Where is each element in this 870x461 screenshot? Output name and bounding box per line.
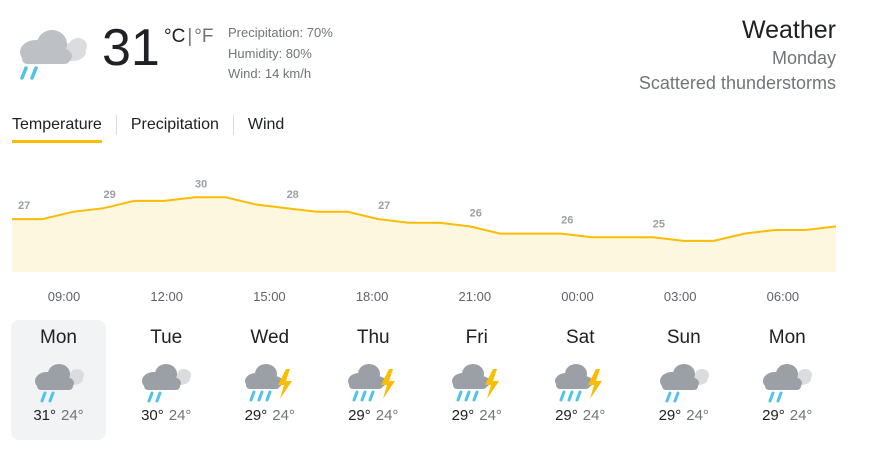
high-temp: 29°	[348, 407, 371, 424]
time-tick-label: 18:00	[356, 289, 389, 304]
temperature-chart: 27 29 30 28 27 26 26 25 09:00 12:00 15:00 18:00 21:0…	[12, 178, 837, 304]
low-temp: 24°	[168, 407, 192, 424]
temperature-label: 28	[287, 189, 299, 201]
thunderstorm-icon	[244, 364, 292, 402]
tab-divider	[115, 115, 117, 135]
day-temperatures: 29° 24°	[425, 407, 529, 424]
day-temperatures: 29° 24°	[322, 407, 426, 424]
rain-cloud-icon	[763, 364, 813, 403]
high-temp: 29°	[451, 407, 475, 424]
day-name: Thu	[356, 327, 390, 348]
humidity-text: Humidity: 80%	[228, 45, 312, 61]
low-temp: 24°	[686, 407, 709, 424]
precipitation-text: Precipitation: 70%	[228, 25, 333, 40]
low-temp: 24°	[789, 407, 813, 424]
day-name: Tue	[150, 327, 183, 348]
tab-temperature[interactable]: Temperature	[12, 113, 102, 143]
day-temperatures: 29° 24°	[632, 407, 736, 424]
day-forecast-item[interactable]: Fri 29° 24°	[425, 320, 529, 440]
day-forecast-item[interactable]: Mon 29° 24°	[736, 320, 840, 440]
high-temp: 29°	[658, 407, 682, 424]
time-tick-label: 06:00	[767, 289, 800, 304]
temperature-label: 26	[470, 207, 482, 219]
day-name: Mon	[40, 327, 77, 348]
high-temp: 29°	[762, 407, 785, 424]
day-temperatures: 29° 24°	[529, 407, 633, 424]
low-temp: 24°	[61, 407, 84, 424]
day-forecast-item[interactable]: Thu 29° 24°	[322, 320, 426, 440]
time-tick-label: 21:00	[459, 289, 492, 304]
current-temperature: 31	[102, 19, 160, 77]
temperature-label: 26	[561, 215, 573, 227]
day-name: Sat	[565, 327, 595, 348]
thunderstorm-icon	[451, 364, 499, 402]
high-temp: 30°	[141, 407, 164, 424]
unit-separator: |	[187, 26, 193, 47]
time-tick-label: 12:00	[150, 289, 183, 304]
rain-cloud-icon	[142, 364, 192, 403]
weather-details: Precipitation: 70% Humidity: 80% Wind: 1…	[228, 23, 333, 85]
day-temperatures: 29° 24°	[218, 407, 322, 424]
day-name: Fri	[465, 327, 488, 348]
chart-tabs: Temperature Precipitation Wind	[12, 113, 284, 143]
day-forecast-item[interactable]: Wed 29° 24°	[218, 320, 322, 440]
wind-text: Wind: 14 km/h	[228, 66, 312, 81]
tab-wind[interactable]: Wind	[247, 116, 285, 133]
tab-divider	[232, 115, 234, 135]
high-temp: 31°	[33, 407, 56, 424]
low-temp: 24°	[375, 407, 399, 424]
time-tick-label: 03:00	[664, 289, 697, 304]
day-name: Sun	[666, 327, 701, 348]
day-temperatures: 31° 24°	[11, 407, 106, 424]
day-temperatures: 30° 24°	[115, 407, 219, 424]
thunderstorm-icon	[555, 364, 603, 402]
rain-cloud-icon	[659, 364, 709, 403]
day-name: Wed	[250, 327, 290, 348]
low-temp: 24°	[479, 407, 502, 424]
temperature-area	[12, 197, 836, 272]
day-forecast-item[interactable]: Sat 29° 24°	[529, 320, 633, 440]
time-tick-label: 09:00	[48, 289, 81, 304]
weather-day: Monday	[771, 48, 836, 68]
weather-condition: Scattered thunderstorms	[638, 73, 836, 93]
tab-precipitation[interactable]: Precipitation	[130, 116, 219, 133]
rain-cloud-icon	[20, 30, 87, 80]
day-forecast-item[interactable]: Mon 31° 24°	[11, 320, 106, 440]
day-temperatures: 29° 24°	[736, 407, 840, 424]
low-temp: 24°	[272, 407, 295, 424]
rain-cloud-icon	[34, 364, 84, 403]
celsius-button[interactable]: °C	[164, 26, 186, 47]
thunderstorm-icon	[348, 364, 396, 402]
temperature-line	[12, 196, 837, 242]
day-name: Mon	[768, 327, 806, 348]
weather-header: Weather Monday Scattered thunderstorms	[639, 14, 836, 96]
day-forecast-item[interactable]: Tue 30° 24°	[115, 320, 219, 440]
unit-toggle: °C | °F	[164, 26, 213, 48]
daily-forecast: Mon 31° 24° Tue 30° 24° Wed 29° 24° Thu 29° 24° Fri 2…	[11, 320, 839, 440]
low-temp: 24°	[582, 407, 606, 424]
day-forecast-item[interactable]: Sun 29° 24°	[632, 320, 736, 440]
high-temp: 29°	[244, 407, 268, 424]
weather-title: Weather	[741, 16, 836, 44]
temperature-label: 27	[18, 200, 30, 212]
time-tick-label: 00:00	[561, 289, 594, 304]
temperature-label: 25	[653, 218, 665, 230]
temperature-label: 27	[378, 200, 390, 212]
temperature-label: 30	[195, 178, 207, 190]
time-tick-label: 15:00	[253, 289, 286, 304]
high-temp: 29°	[555, 407, 578, 424]
fahrenheit-button[interactable]: °F	[194, 26, 214, 47]
temperature-label: 29	[103, 189, 115, 201]
